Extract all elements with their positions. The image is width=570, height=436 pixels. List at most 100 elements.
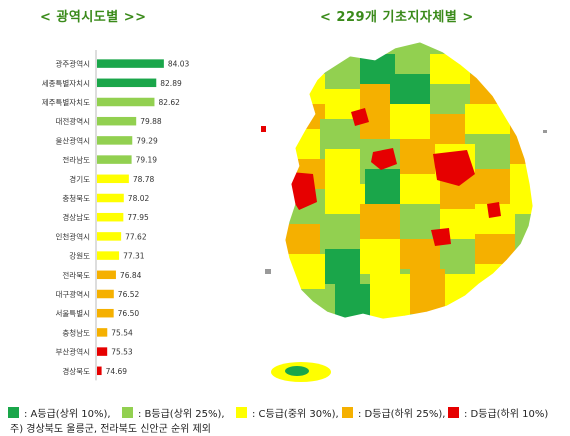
map-cell bbox=[390, 104, 430, 139]
value-label: 76.52 bbox=[118, 290, 140, 299]
map-cell bbox=[325, 184, 365, 214]
map-cell bbox=[365, 169, 400, 204]
map-cell bbox=[465, 104, 510, 134]
map-cell bbox=[335, 284, 370, 319]
category-label: 경상남도 bbox=[62, 212, 90, 222]
footnote: 주) 경상북도 울릉군, 전라북도 신안군 순위 제외 bbox=[10, 424, 211, 435]
map-cell bbox=[285, 224, 320, 254]
value-label: 82.62 bbox=[158, 98, 180, 107]
bar bbox=[97, 193, 124, 203]
value-label: 79.19 bbox=[136, 156, 158, 165]
map-cell bbox=[400, 139, 435, 174]
map-cell bbox=[430, 54, 470, 84]
bar bbox=[97, 347, 108, 356]
bar bbox=[97, 97, 155, 107]
map-cell bbox=[351, 108, 369, 126]
legend-item-a: : A등급(상위 10%), bbox=[8, 405, 111, 420]
map-cell bbox=[430, 84, 465, 114]
map-cell bbox=[487, 202, 501, 218]
map-cell bbox=[370, 274, 410, 319]
legend-item-e: : D등급(하위 10%) bbox=[448, 405, 548, 420]
map-cell bbox=[285, 129, 320, 159]
category-label: 대전광역시 bbox=[56, 116, 91, 126]
bar bbox=[97, 59, 164, 68]
map-regions bbox=[285, 42, 533, 319]
category-label: 전라북도 bbox=[62, 270, 90, 280]
map-cell bbox=[431, 228, 451, 246]
value-label: 75.54 bbox=[111, 328, 133, 337]
municipality-map bbox=[261, 41, 547, 382]
mainland-outline bbox=[284, 41, 534, 320]
map-cell bbox=[320, 214, 360, 249]
map-cell bbox=[325, 149, 360, 184]
value-label: 84.03 bbox=[168, 60, 190, 69]
category-label: 충청남도 bbox=[62, 328, 90, 337]
map-cell bbox=[360, 239, 400, 274]
map-cell bbox=[430, 114, 465, 144]
map-cell bbox=[470, 74, 510, 104]
value-label: 74.69 bbox=[106, 367, 128, 376]
right-title: < 229개 기초지자체별 > bbox=[320, 10, 474, 25]
category-label: 부산광역시 bbox=[56, 347, 91, 357]
category-label: 경기도 bbox=[69, 174, 90, 184]
legend-item-d: : D등급(하위 25%), bbox=[342, 405, 445, 420]
bar bbox=[97, 308, 114, 318]
value-label: 77.62 bbox=[125, 232, 147, 241]
bar bbox=[97, 174, 129, 184]
map-cell bbox=[445, 274, 485, 314]
legend-label-c: : C등급(중위 30%), bbox=[252, 409, 339, 420]
map-cell bbox=[390, 74, 430, 104]
map-cell bbox=[475, 234, 515, 264]
value-label: 77.95 bbox=[127, 213, 149, 222]
value-label: 76.84 bbox=[120, 271, 142, 280]
jeju-island-part bbox=[285, 366, 309, 376]
bar bbox=[97, 251, 120, 260]
category-label: 울산광역시 bbox=[56, 135, 91, 145]
map-cell bbox=[360, 84, 390, 109]
legend-label-b: : B등급(상위 25%), bbox=[138, 409, 225, 420]
map-cell bbox=[395, 44, 430, 74]
map-cell bbox=[400, 174, 440, 204]
value-label: 79.88 bbox=[140, 117, 162, 126]
value-label: 79.29 bbox=[136, 136, 158, 145]
category-label: 대구광역시 bbox=[56, 289, 91, 299]
map-cell bbox=[325, 249, 360, 284]
bar bbox=[97, 212, 124, 222]
category-label: 경상북도 bbox=[62, 366, 90, 376]
bar bbox=[97, 232, 122, 241]
bar bbox=[97, 328, 108, 337]
legend-item-c: : C등급(중위 30%), bbox=[236, 405, 339, 420]
map-cell bbox=[285, 254, 325, 289]
category-label: 제주특별자치도 bbox=[42, 97, 90, 107]
value-label: 78.02 bbox=[128, 194, 150, 203]
category-label: 충청북도 bbox=[62, 194, 90, 203]
map-cell bbox=[320, 119, 360, 149]
bar bbox=[97, 270, 116, 280]
legend-label-a: : A등급(상위 10%), bbox=[24, 409, 111, 420]
map-cell bbox=[475, 169, 515, 204]
category-label: 전라남도 bbox=[62, 155, 90, 165]
legend-swatch-e bbox=[448, 407, 459, 418]
legend-swatch-a bbox=[8, 407, 19, 418]
map-cell bbox=[371, 148, 397, 170]
category-label: 세종특별자치시 bbox=[42, 78, 90, 88]
bar bbox=[97, 136, 133, 145]
map-cell bbox=[433, 150, 475, 186]
bar bbox=[97, 289, 114, 299]
legend-label-d: : D등급(하위 25%), bbox=[358, 409, 446, 420]
map-cell bbox=[510, 164, 533, 214]
value-label: 78.78 bbox=[133, 175, 155, 184]
legend-item-b: : B등급(상위 25%), bbox=[122, 405, 225, 420]
legend-swatch-b bbox=[122, 407, 133, 418]
bar bbox=[97, 366, 102, 376]
map-cell bbox=[360, 204, 400, 239]
value-label: 77.31 bbox=[123, 252, 145, 261]
map-cell bbox=[289, 172, 317, 210]
excluded-region bbox=[543, 130, 547, 133]
map-cell bbox=[400, 239, 440, 269]
category-label: 서울특별시 bbox=[56, 308, 91, 318]
regional-bar-chart: 광주광역시 84.03 세종특별자치시 82.89 제주특별자치도 82.62 대전광역시 7… bbox=[42, 50, 190, 381]
map-cell bbox=[325, 64, 360, 89]
map-cell bbox=[360, 54, 395, 84]
bar bbox=[97, 116, 137, 126]
